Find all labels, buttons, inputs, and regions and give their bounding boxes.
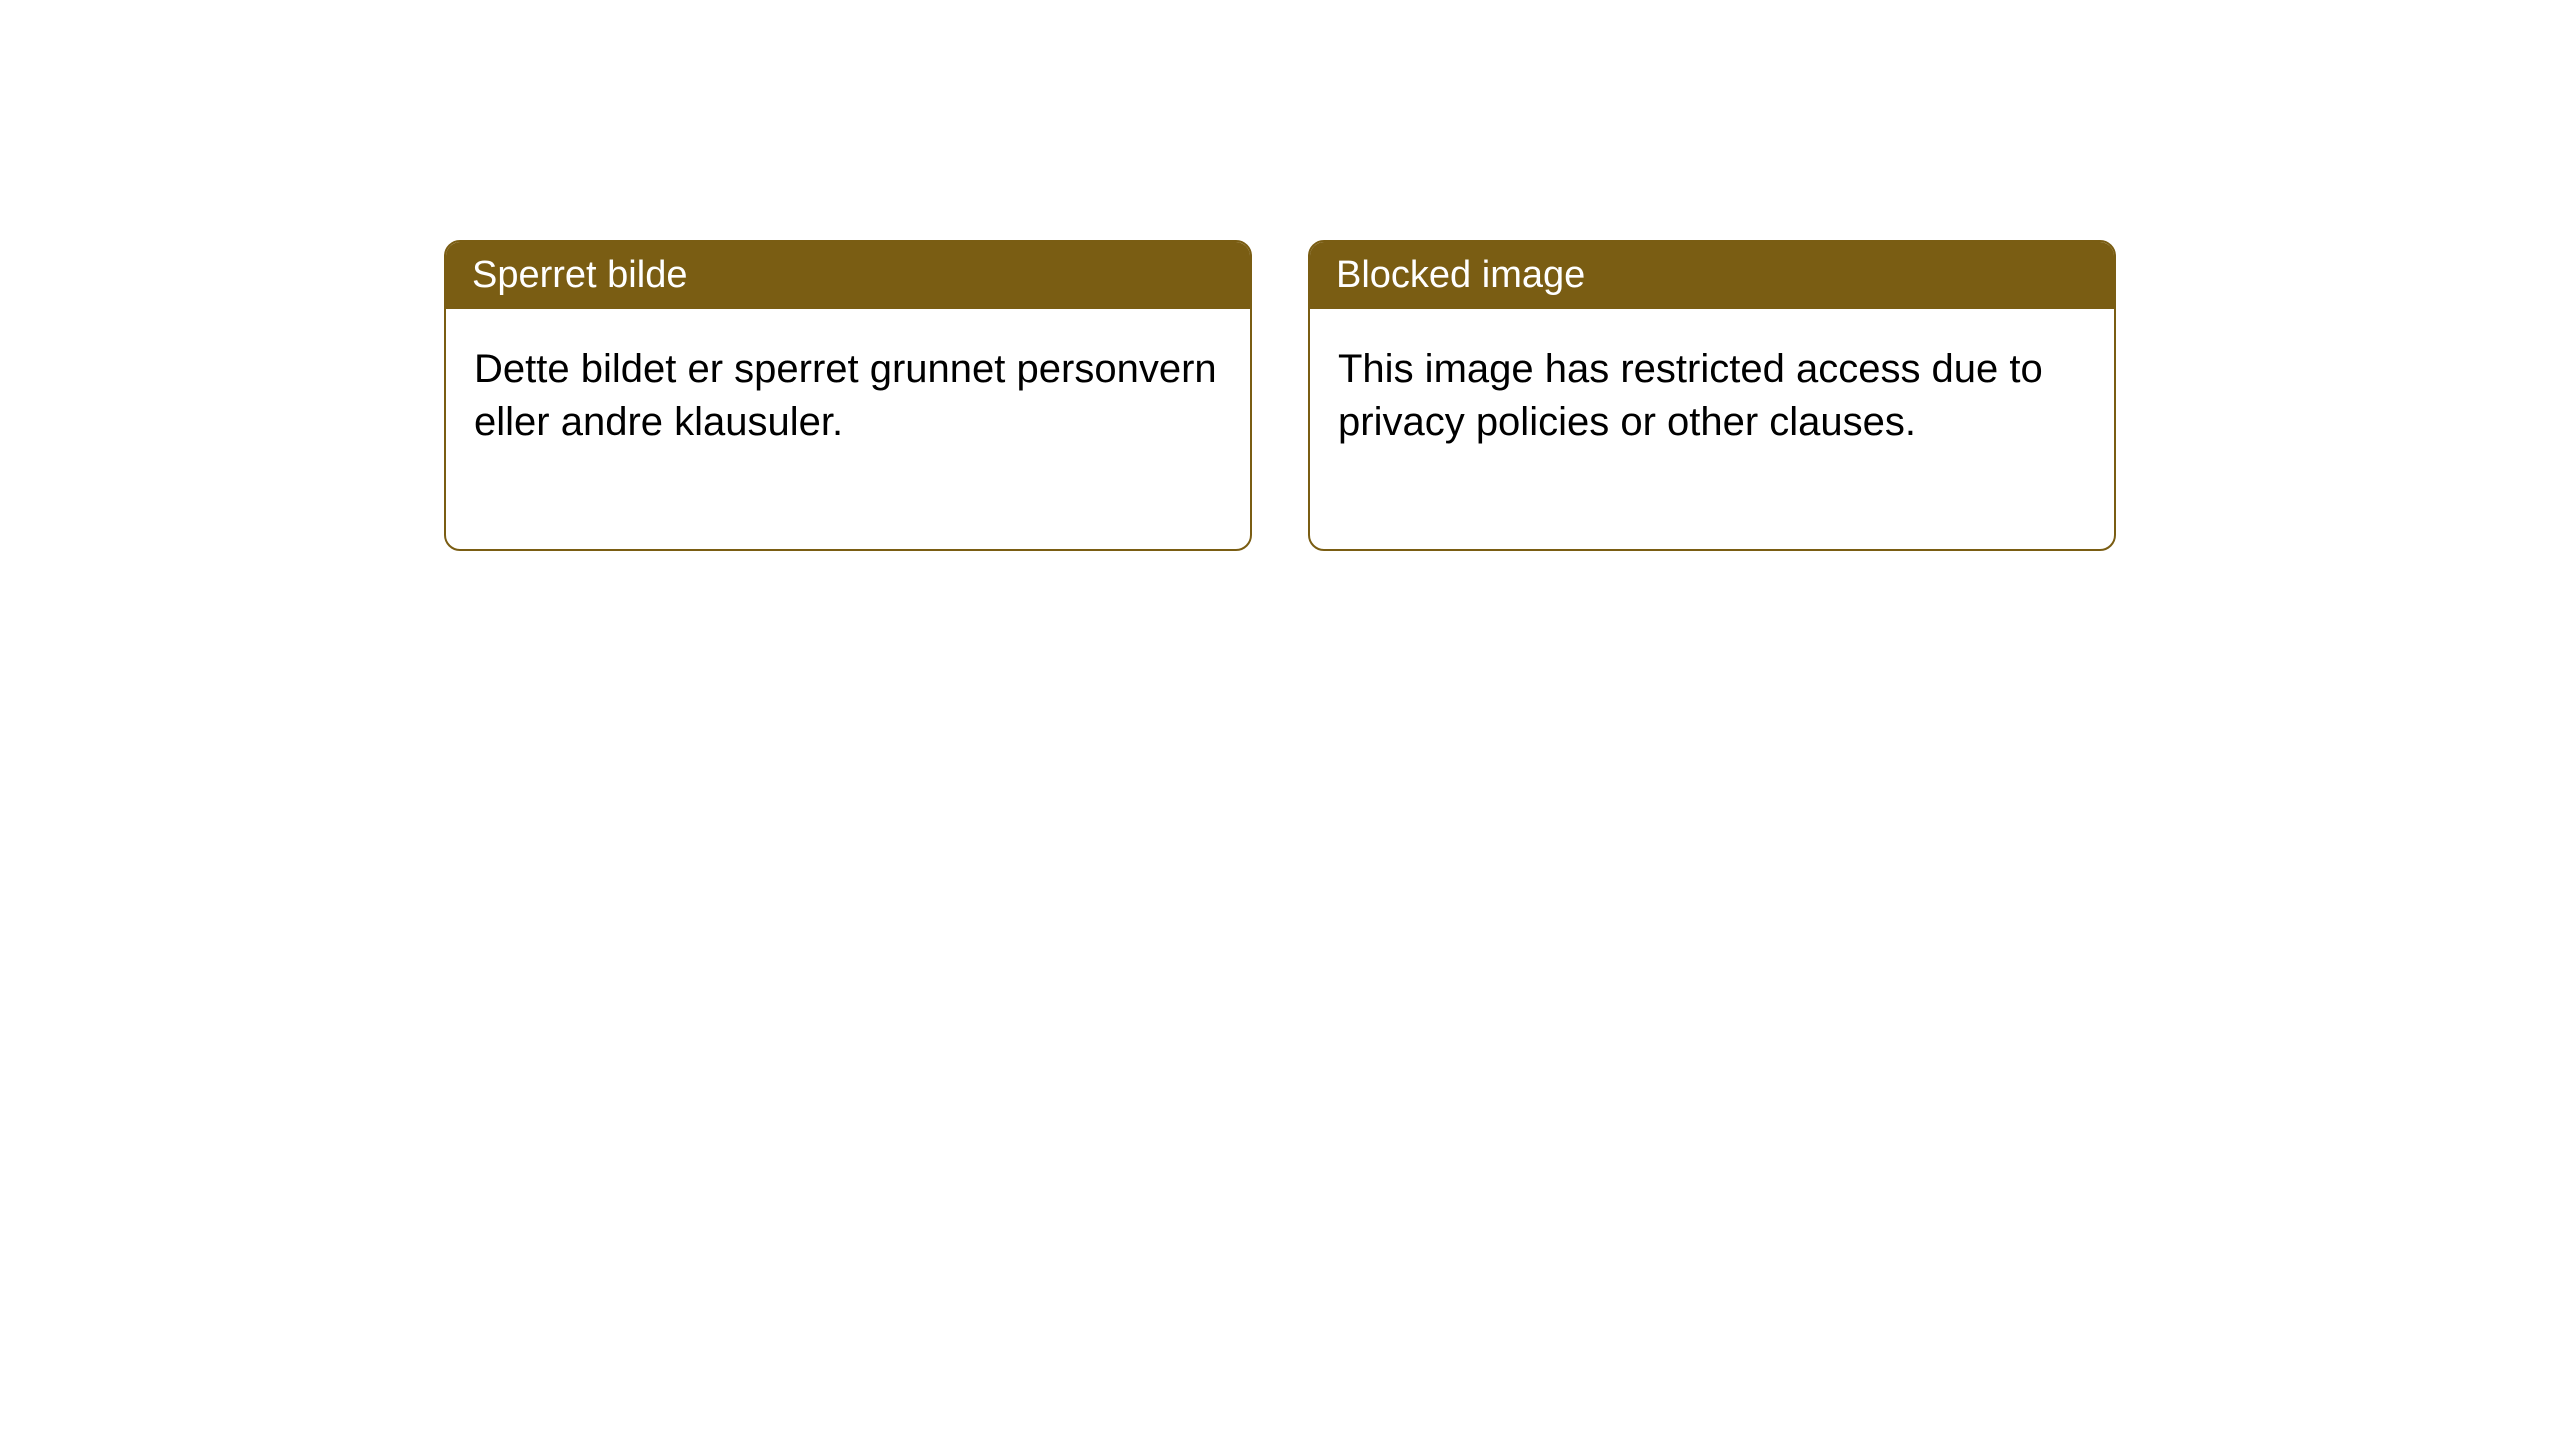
- notice-cards-container: Sperret bilde Dette bildet er sperret gr…: [444, 240, 2116, 551]
- card-body: Dette bildet er sperret grunnet personve…: [446, 309, 1250, 549]
- notice-card-english: Blocked image This image has restricted …: [1308, 240, 2116, 551]
- card-title: Sperret bilde: [472, 254, 687, 296]
- notice-card-norwegian: Sperret bilde Dette bildet er sperret gr…: [444, 240, 1252, 551]
- card-header: Blocked image: [1310, 242, 2114, 309]
- card-title: Blocked image: [1336, 254, 1585, 296]
- card-body: This image has restricted access due to …: [1310, 309, 2114, 549]
- card-body-text: This image has restricted access due to …: [1338, 347, 2043, 444]
- card-body-text: Dette bildet er sperret grunnet personve…: [474, 347, 1217, 444]
- card-header: Sperret bilde: [446, 242, 1250, 309]
